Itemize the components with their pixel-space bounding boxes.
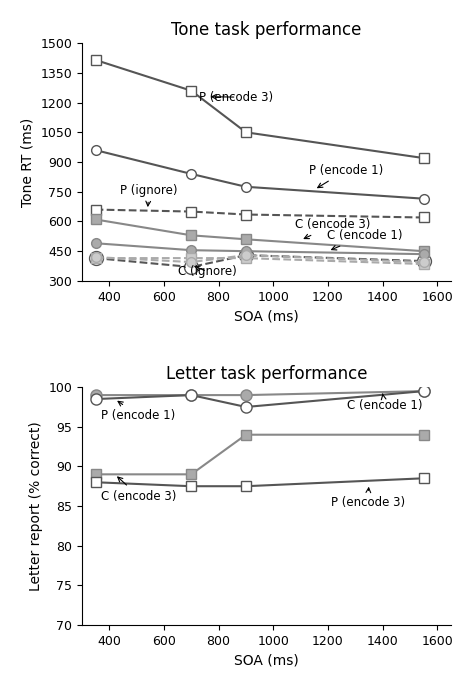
Text: C (encode 1): C (encode 1)	[347, 394, 422, 412]
Text: C (ignore): C (ignore)	[178, 265, 237, 278]
Y-axis label: Tone RT (ms): Tone RT (ms)	[21, 118, 35, 206]
Title: Letter task performance: Letter task performance	[166, 365, 367, 383]
Text: P (encode 1): P (encode 1)	[309, 164, 383, 188]
Text: C (encode 3): C (encode 3)	[295, 218, 371, 239]
Text: C (encode 3): C (encode 3)	[101, 477, 176, 503]
Y-axis label: Letter report (% correct): Letter report (% correct)	[29, 421, 43, 591]
Text: P (encode 1): P (encode 1)	[101, 401, 175, 422]
Text: C (encode 1): C (encode 1)	[327, 229, 402, 250]
X-axis label: SOA (ms): SOA (ms)	[234, 309, 299, 323]
Text: P (encode 3): P (encode 3)	[200, 91, 273, 104]
Text: P (encode 3): P (encode 3)	[331, 488, 405, 509]
Title: Tone task performance: Tone task performance	[171, 21, 362, 39]
Text: P (ignore): P (ignore)	[120, 184, 178, 206]
X-axis label: SOA (ms): SOA (ms)	[234, 653, 299, 667]
